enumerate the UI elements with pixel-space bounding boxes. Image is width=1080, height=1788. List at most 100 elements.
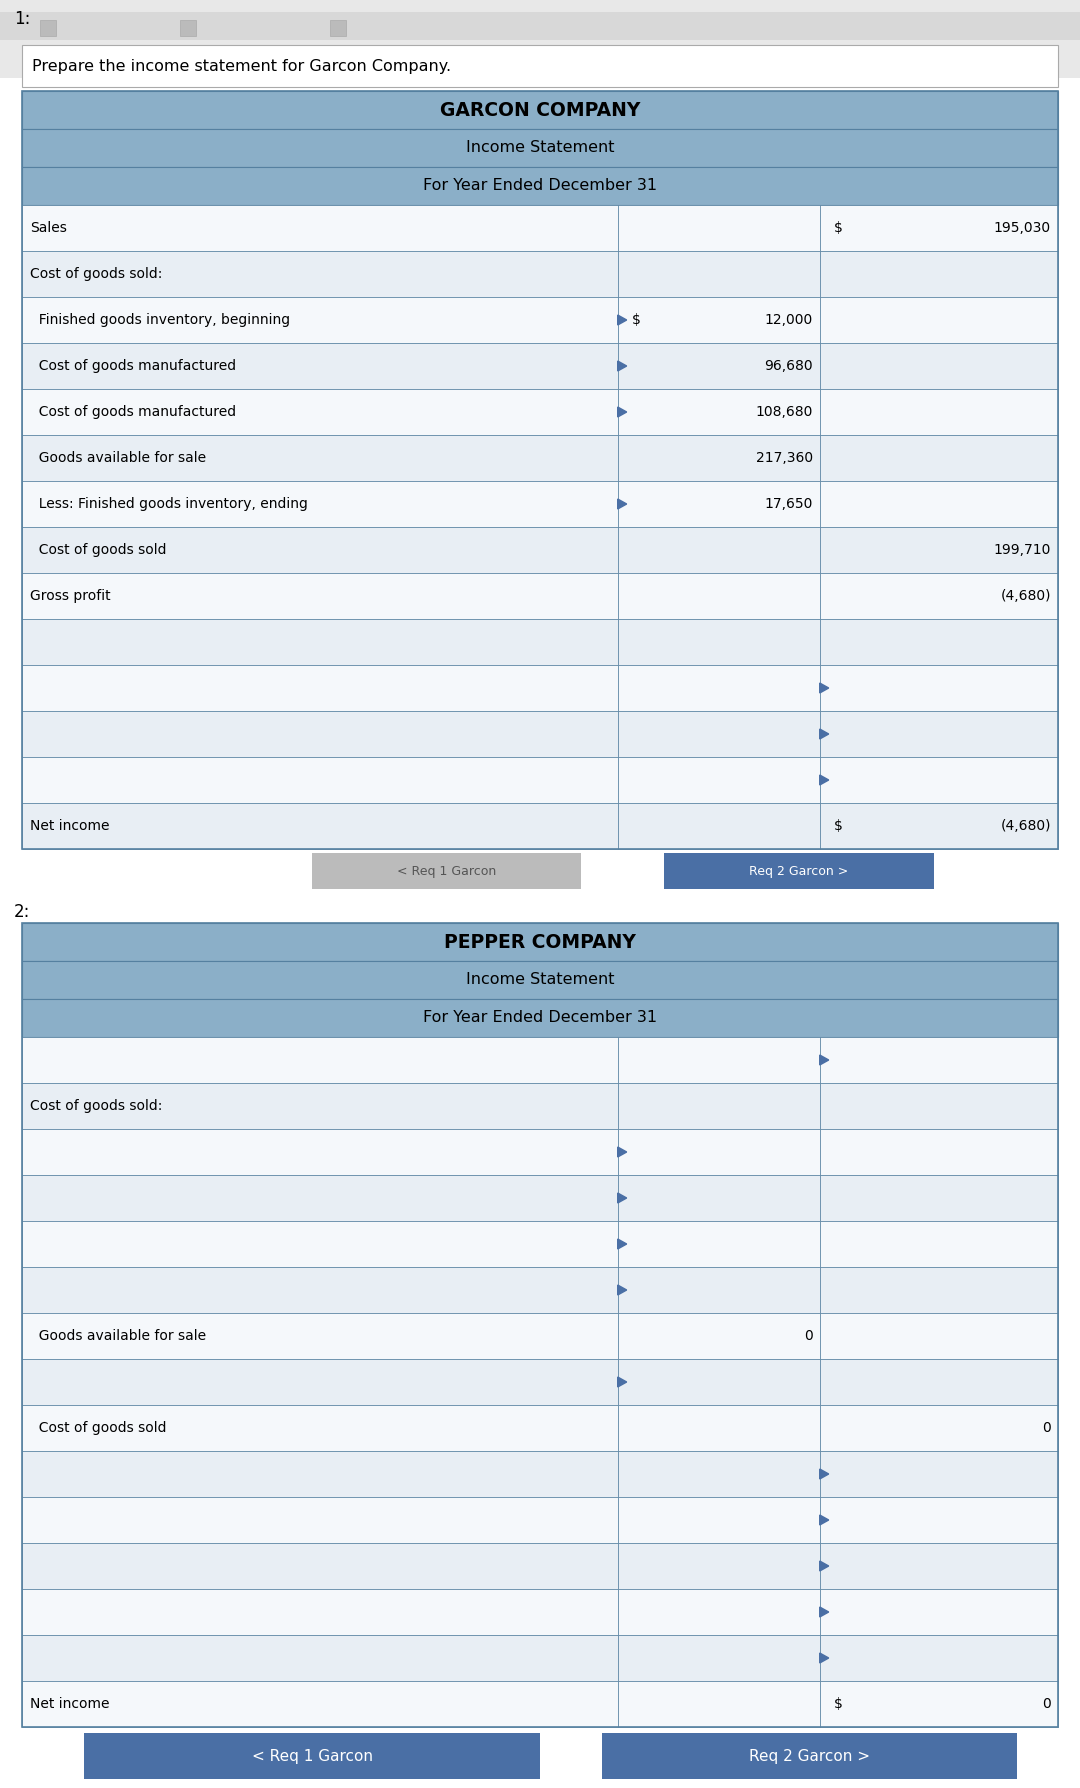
Text: Income Statement: Income Statement bbox=[465, 141, 615, 156]
Bar bbox=[22, 960, 1058, 999]
Bar bbox=[618, 390, 820, 434]
Bar bbox=[820, 1359, 1058, 1405]
Bar bbox=[22, 1634, 618, 1681]
Bar bbox=[820, 250, 1058, 297]
Bar bbox=[22, 1452, 618, 1497]
Bar bbox=[820, 1037, 1058, 1084]
Bar bbox=[22, 1359, 618, 1405]
Text: Prepare the income statement for Garcon Company.: Prepare the income statement for Garcon … bbox=[32, 59, 451, 73]
Bar bbox=[22, 1497, 618, 1543]
Text: (4,680): (4,680) bbox=[1000, 819, 1051, 833]
Bar bbox=[820, 434, 1058, 481]
Bar bbox=[618, 665, 820, 712]
Text: 0: 0 bbox=[1042, 1421, 1051, 1436]
Text: Cost of goods manufactured: Cost of goods manufactured bbox=[30, 359, 237, 374]
Bar bbox=[22, 481, 618, 527]
Text: $: $ bbox=[632, 313, 640, 327]
Bar bbox=[820, 527, 1058, 572]
Text: 199,710: 199,710 bbox=[994, 544, 1051, 558]
Bar bbox=[618, 527, 820, 572]
Bar bbox=[820, 1452, 1058, 1497]
Text: Net income: Net income bbox=[30, 819, 109, 833]
Bar bbox=[618, 297, 820, 343]
Bar bbox=[618, 1037, 820, 1084]
Bar bbox=[330, 20, 346, 36]
Bar bbox=[618, 1405, 820, 1452]
Text: < Req 1 Garcon: < Req 1 Garcon bbox=[397, 865, 497, 878]
Bar bbox=[820, 756, 1058, 803]
Bar bbox=[820, 297, 1058, 343]
Polygon shape bbox=[618, 408, 626, 417]
Bar bbox=[84, 1733, 540, 1779]
Text: Goods available for sale: Goods available for sale bbox=[30, 1328, 206, 1343]
Text: Req 2 Garcon >: Req 2 Garcon > bbox=[748, 1749, 869, 1763]
Text: Cost of goods sold:: Cost of goods sold: bbox=[30, 1100, 162, 1112]
Bar bbox=[820, 1268, 1058, 1312]
Bar bbox=[22, 1405, 618, 1452]
Bar bbox=[22, 1312, 618, 1359]
Bar bbox=[820, 619, 1058, 665]
Bar bbox=[22, 166, 1058, 206]
Text: Cost of goods manufactured: Cost of goods manufactured bbox=[30, 406, 237, 418]
Text: Gross profit: Gross profit bbox=[30, 588, 110, 603]
Bar bbox=[820, 1590, 1058, 1634]
Bar bbox=[22, 1590, 618, 1634]
Bar bbox=[22, 1037, 618, 1084]
Bar bbox=[22, 250, 618, 297]
Bar bbox=[618, 756, 820, 803]
Bar bbox=[22, 390, 618, 434]
Bar bbox=[618, 1681, 820, 1727]
Text: 0: 0 bbox=[1042, 1697, 1051, 1711]
Text: $: $ bbox=[834, 1697, 842, 1711]
Bar bbox=[820, 572, 1058, 619]
Bar bbox=[618, 206, 820, 250]
Bar bbox=[312, 853, 581, 889]
Polygon shape bbox=[820, 1607, 828, 1616]
Bar bbox=[618, 1497, 820, 1543]
Text: < Req 1 Garcon: < Req 1 Garcon bbox=[252, 1749, 373, 1763]
Bar bbox=[22, 129, 1058, 166]
Bar bbox=[618, 619, 820, 665]
Bar bbox=[0, 0, 1080, 79]
Polygon shape bbox=[618, 499, 626, 510]
Bar bbox=[22, 999, 1058, 1037]
Bar bbox=[22, 619, 618, 665]
Bar bbox=[820, 206, 1058, 250]
Text: Goods available for sale: Goods available for sale bbox=[30, 451, 206, 465]
Bar bbox=[22, 1084, 618, 1128]
Text: 17,650: 17,650 bbox=[765, 497, 813, 511]
Bar bbox=[618, 1590, 820, 1634]
Text: GARCON COMPANY: GARCON COMPANY bbox=[440, 100, 640, 120]
Bar bbox=[22, 527, 618, 572]
Polygon shape bbox=[820, 1561, 828, 1572]
Bar bbox=[618, 1221, 820, 1268]
Bar bbox=[618, 481, 820, 527]
Bar bbox=[618, 1543, 820, 1590]
Text: For Year Ended December 31: For Year Ended December 31 bbox=[423, 179, 657, 193]
Bar bbox=[22, 923, 1058, 960]
Text: 195,030: 195,030 bbox=[994, 222, 1051, 234]
Bar bbox=[618, 572, 820, 619]
Polygon shape bbox=[618, 1377, 626, 1387]
Bar bbox=[820, 803, 1058, 849]
Bar bbox=[603, 1733, 1016, 1779]
Polygon shape bbox=[618, 1146, 626, 1157]
Bar bbox=[22, 712, 618, 756]
Bar bbox=[618, 1634, 820, 1681]
Polygon shape bbox=[820, 730, 828, 738]
Bar bbox=[180, 20, 195, 36]
Polygon shape bbox=[618, 1286, 626, 1295]
Text: 0: 0 bbox=[804, 1328, 813, 1343]
Bar bbox=[22, 434, 618, 481]
Text: PEPPER COMPANY: PEPPER COMPANY bbox=[444, 933, 636, 951]
Text: 1:: 1: bbox=[14, 11, 30, 29]
Polygon shape bbox=[820, 1470, 828, 1479]
Bar bbox=[22, 1128, 618, 1175]
Bar bbox=[820, 1221, 1058, 1268]
Text: 217,360: 217,360 bbox=[756, 451, 813, 465]
Text: Cost of goods sold: Cost of goods sold bbox=[30, 544, 166, 558]
Bar bbox=[618, 1128, 820, 1175]
Bar bbox=[22, 923, 1058, 1727]
Bar bbox=[618, 1452, 820, 1497]
Polygon shape bbox=[820, 774, 828, 785]
